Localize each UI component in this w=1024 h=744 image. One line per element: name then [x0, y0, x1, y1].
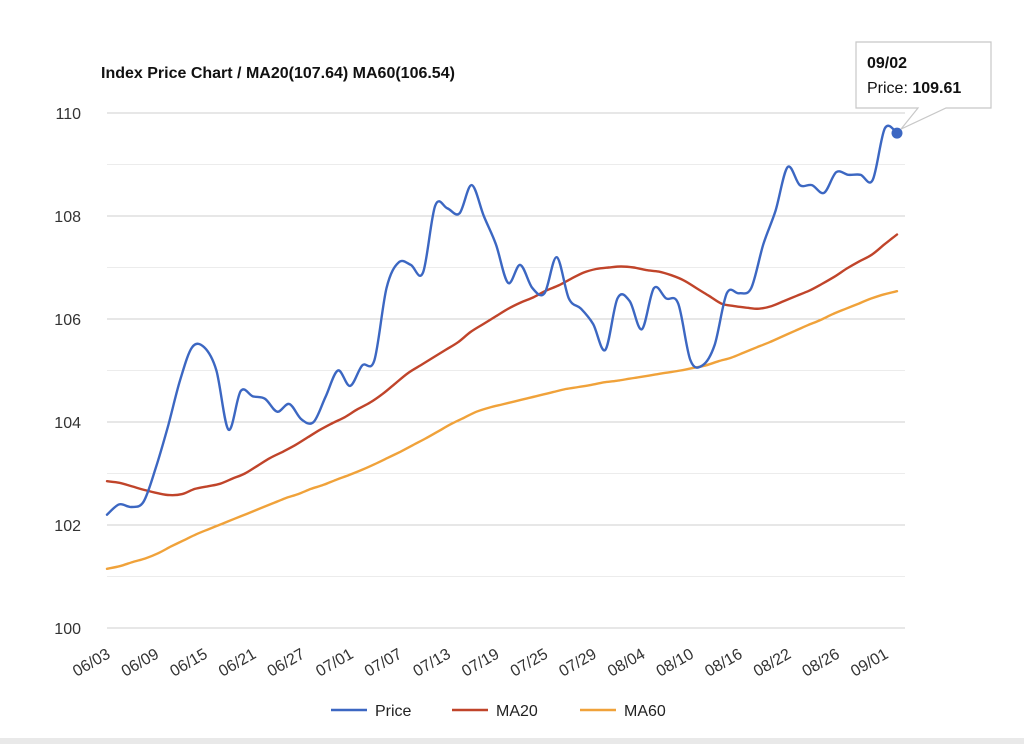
- x-axis-ticks: 06/03 06/09 06/15 06/21 06/27 07/01 07/07 07/13…: [70, 646, 891, 681]
- x-tick-label: 07/13: [411, 646, 454, 681]
- x-tick-label: 06/09: [119, 646, 162, 681]
- tooltip-label: Price:: [867, 80, 912, 97]
- legend-label-ma60: MA60: [624, 703, 666, 720]
- series-line-ma60: [105, 290, 899, 570]
- tooltip-box: [855, 41, 992, 130]
- legend: Price MA20 MA60: [331, 703, 666, 720]
- x-tick-label: 06/15: [167, 646, 210, 681]
- y-tick-label: 106: [54, 312, 81, 329]
- x-tick-label: 08/04: [605, 646, 648, 681]
- x-tick-label: 08/26: [800, 646, 843, 681]
- legend-label-price: Price: [375, 703, 412, 720]
- y-tick-label: 104: [54, 415, 81, 432]
- y-tick-label: 108: [54, 209, 81, 226]
- x-tick-label: 07/01: [313, 646, 356, 681]
- series-line-price: [105, 124, 899, 516]
- tooltip: 09/02 Price: 109.61: [855, 41, 992, 130]
- legend-label-ma20: MA20: [496, 703, 538, 720]
- gridlines: [107, 112, 905, 629]
- y-tick-label: 110: [55, 106, 81, 123]
- x-tick-label: 08/16: [702, 646, 745, 681]
- x-tick-label: 09/01: [848, 646, 891, 681]
- x-tick-label: 06/03: [70, 646, 113, 681]
- x-tick-label: 07/07: [362, 646, 405, 681]
- tooltip-text: Price: 109.61: [867, 80, 961, 97]
- x-tick-label: 06/27: [265, 646, 308, 681]
- y-tick-label: 102: [54, 518, 81, 535]
- x-tick-label: 08/10: [654, 646, 697, 681]
- x-tick-label: 06/21: [216, 646, 259, 681]
- series-lines: [105, 124, 903, 570]
- x-tick-label: 08/22: [751, 646, 794, 681]
- chart-title: Index Price Chart / MA20(107.64) MA60(10…: [101, 65, 455, 82]
- series-line-ma20: [105, 233, 899, 497]
- x-tick-label: 07/29: [556, 646, 599, 681]
- bottom-divider: [0, 738, 1024, 744]
- x-tick-label: 07/19: [459, 646, 502, 681]
- x-tick-label: 07/25: [508, 646, 551, 681]
- y-axis-ticks: 100 102 104 106 108 110: [54, 106, 81, 638]
- hover-point[interactable]: [891, 127, 903, 139]
- y-tick-label: 100: [54, 621, 81, 638]
- tooltip-value: 109.61: [912, 80, 961, 97]
- tooltip-date: 09/02: [867, 55, 907, 72]
